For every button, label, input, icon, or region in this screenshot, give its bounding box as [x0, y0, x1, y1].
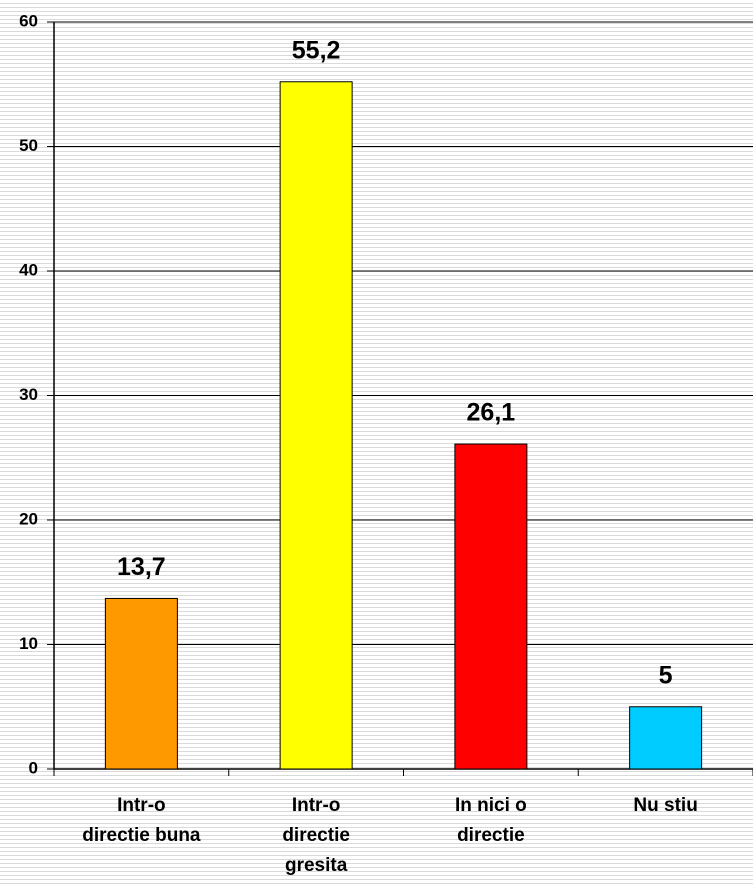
x-tick-label: Intr-o: [117, 795, 166, 816]
y-tick-label: 30: [19, 385, 38, 404]
x-tick-label: directie buna: [82, 825, 201, 846]
bar: [279, 81, 353, 770]
data-label: 5: [659, 661, 673, 689]
data-label: 55,2: [292, 36, 341, 64]
bar: [104, 597, 178, 770]
x-tick-label: directie: [457, 825, 525, 846]
x-tick-label: In nici o: [455, 795, 527, 816]
x-tick-label: gresita: [285, 855, 348, 876]
y-tick-label: 60: [19, 11, 38, 30]
data-label: 13,7: [117, 553, 166, 581]
data-label: 26,1: [467, 399, 516, 427]
y-tick-label: 10: [19, 634, 38, 653]
bar: [454, 443, 528, 770]
bar: [629, 706, 703, 770]
y-tick-label: 50: [19, 136, 38, 155]
x-tick-label: Intr-o: [292, 795, 341, 816]
y-tick-label: 0: [29, 758, 38, 777]
y-tick-label: 40: [19, 260, 38, 279]
y-tick-label: 20: [19, 509, 38, 528]
x-tick-label: Nu stiu: [633, 795, 697, 816]
x-tick-label: directie: [282, 825, 350, 846]
